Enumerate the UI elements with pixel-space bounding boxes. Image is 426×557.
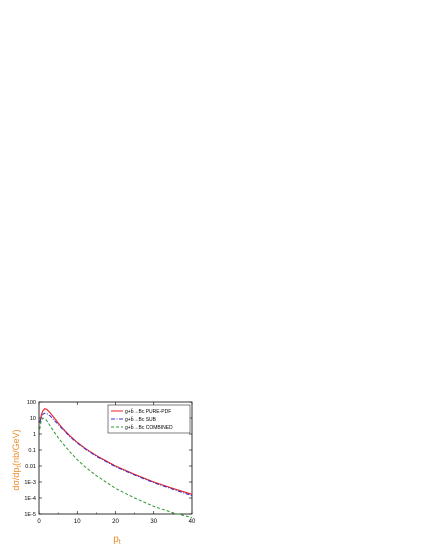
axis-labels: pt dσ/dpt(nb/GeV) bbox=[11, 429, 121, 546]
series-line-2 bbox=[39, 412, 193, 497]
y-axis-title-main: dσ/dp bbox=[11, 468, 21, 491]
x-tick-label: 40 bbox=[189, 519, 196, 525]
y-tick-label: 1E-5 bbox=[24, 512, 36, 518]
y-tick-label: 1E-4 bbox=[24, 496, 36, 502]
y-tick-label: 10 bbox=[30, 416, 36, 422]
y-tick-label: 0.1 bbox=[28, 448, 36, 454]
x-axis-title-sub: t bbox=[119, 539, 121, 546]
legend-box bbox=[107, 404, 191, 434]
y-tick-label: 100 bbox=[27, 400, 36, 406]
legend-label-1: g+b̄→Bc PURE-PDF bbox=[125, 408, 171, 415]
x-tick-label: 30 bbox=[150, 519, 157, 525]
series-line-1 bbox=[39, 408, 193, 495]
y-axis-title: dσ/dpt(nb/GeV) bbox=[11, 429, 23, 490]
y-axis-title-sub: t bbox=[17, 466, 23, 468]
x-tick-label: 10 bbox=[74, 519, 81, 525]
x-tick-label: 20 bbox=[112, 519, 119, 525]
x-axis-title-main: p bbox=[113, 534, 119, 545]
legend-label-2: g+b̄→Bc SUB bbox=[125, 416, 157, 423]
y-tick-label: 1 bbox=[33, 432, 36, 438]
y-axis-title-unit: (nb/GeV) bbox=[11, 429, 21, 466]
y-tick-label: 0.01 bbox=[25, 464, 36, 470]
legend-label-3: g+b̄→Bc COMBINED bbox=[125, 424, 173, 431]
x-axis-title: pt bbox=[113, 534, 121, 546]
y-tick-label: 1E-3 bbox=[24, 480, 36, 486]
x-tick-label: 0 bbox=[37, 519, 41, 525]
